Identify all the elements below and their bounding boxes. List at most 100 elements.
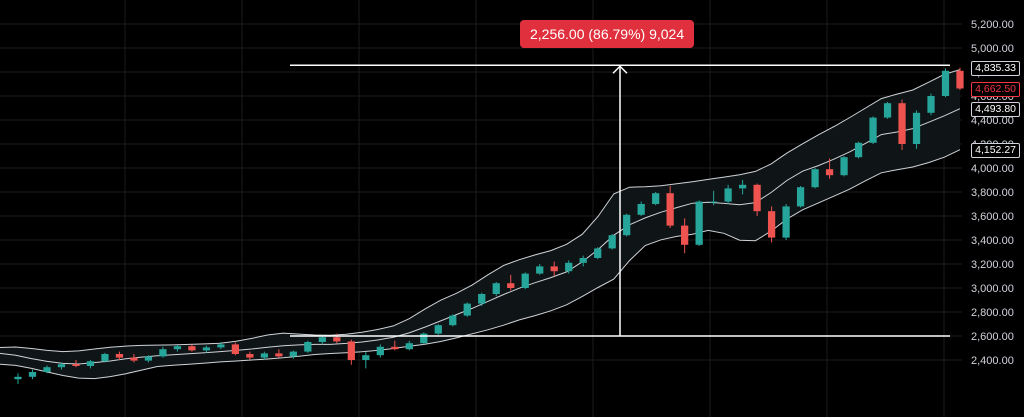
candle [434, 324, 442, 335]
candle-body [43, 367, 51, 372]
candle [405, 340, 413, 351]
candle [753, 183, 761, 216]
candle-body [449, 315, 457, 326]
candle-body [188, 346, 196, 351]
candle [144, 355, 153, 363]
candle-body [101, 354, 109, 362]
candle [246, 351, 254, 360]
band-upper-line [0, 69, 961, 353]
candle [956, 67, 964, 90]
candle [521, 272, 529, 290]
candle-body [115, 354, 124, 358]
candle [57, 362, 66, 370]
candle-body [898, 103, 906, 144]
y-tick-label: 3,800.00 [971, 187, 1014, 199]
candle-body [796, 187, 805, 207]
candle-body [840, 157, 848, 176]
candle [376, 344, 384, 358]
candle-body [246, 354, 254, 358]
candle [86, 360, 95, 369]
candle-body [362, 355, 370, 360]
candle [347, 339, 355, 365]
candle [14, 373, 22, 384]
price-label: 4,662.50 [971, 81, 1020, 97]
y-tick-label: 3,000.00 [971, 283, 1014, 295]
candle [565, 260, 573, 274]
candle-body [202, 347, 211, 351]
candle [202, 345, 211, 353]
candle-body [492, 283, 500, 294]
candle-body [666, 193, 674, 226]
y-tick-label: 2,600.00 [971, 331, 1014, 343]
candle-body [594, 248, 602, 258]
y-tick-label: 2,800.00 [971, 307, 1014, 319]
candle [492, 282, 500, 297]
candle-body [637, 204, 645, 215]
y-tick-label: 5,200.00 [971, 19, 1014, 31]
y-tick-label: 4,000.00 [971, 163, 1014, 175]
candle-body [738, 184, 747, 189]
candles [14, 67, 964, 384]
candle-body [376, 346, 384, 356]
candle [362, 351, 370, 369]
candle-body [304, 342, 312, 352]
candle-body [86, 361, 95, 366]
candle [869, 116, 877, 144]
candle-body [217, 344, 225, 348]
candle-body [883, 103, 892, 118]
candle [594, 247, 602, 260]
candle [782, 204, 790, 240]
candle [811, 168, 819, 189]
candle [608, 234, 616, 250]
candle-body [333, 337, 341, 342]
candle [391, 340, 399, 351]
candle-body [767, 211, 776, 238]
candle-body [854, 142, 863, 158]
bollinger-band [0, 69, 961, 380]
candle [854, 141, 863, 159]
price-label: 4,493.80 [971, 101, 1020, 117]
candle [898, 99, 906, 150]
candle [912, 110, 921, 149]
candle [115, 351, 124, 360]
candle [710, 190, 718, 206]
candle-body [956, 70, 964, 89]
candle [550, 261, 558, 276]
candle [217, 342, 225, 350]
candle [507, 274, 515, 291]
candle [260, 351, 268, 360]
candle [579, 255, 587, 267]
candle-body [579, 258, 587, 263]
measure-tool[interactable] [290, 64, 950, 337]
candle [231, 342, 240, 356]
candle-body [57, 364, 66, 368]
candle-body [782, 206, 790, 238]
candle-body [347, 341, 355, 360]
candle-body [72, 364, 80, 366]
candle-body [724, 188, 732, 202]
candle-body [912, 112, 921, 144]
candle-body [565, 262, 573, 272]
candle [101, 352, 109, 363]
candle-body [550, 266, 558, 272]
candle-body [536, 266, 544, 274]
y-tick-label: 4,400.00 [971, 115, 1014, 127]
candle [840, 156, 848, 177]
candle-body [260, 353, 268, 358]
candle-body [811, 169, 819, 188]
candle [463, 302, 471, 317]
candle [681, 218, 689, 254]
candle [420, 332, 428, 345]
candle-body [14, 376, 22, 380]
candle [927, 93, 935, 116]
candle-body [391, 346, 399, 350]
candle-body [275, 353, 283, 357]
candle [188, 344, 196, 352]
y-tick-label: 3,200.00 [971, 259, 1014, 271]
candle [738, 180, 747, 195]
candle [666, 186, 674, 228]
candle-body [710, 201, 718, 203]
candle-body [521, 273, 529, 288]
candle-body [869, 117, 877, 143]
